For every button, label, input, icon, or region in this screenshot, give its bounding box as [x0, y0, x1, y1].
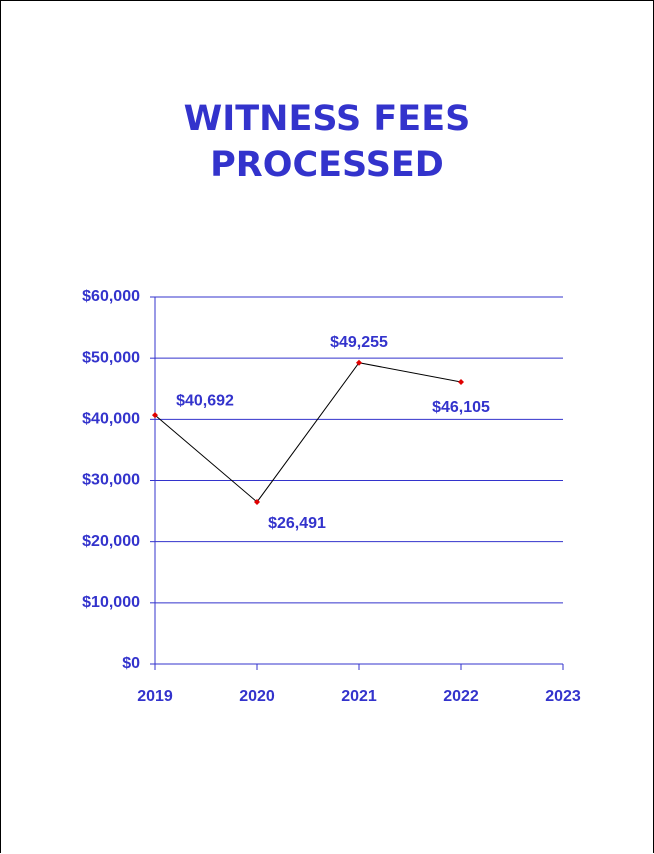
y-tick-label: $50,000 [82, 349, 140, 366]
y-tick-label: $10,000 [82, 594, 140, 611]
data-label: $26,491 [268, 515, 326, 532]
data-label: $49,255 [330, 334, 388, 351]
y-tick-label: $30,000 [82, 472, 140, 489]
x-tick-label: 2020 [239, 688, 275, 705]
x-tick-label: 2021 [341, 688, 377, 705]
chart-title: WITNESS FEES PROCESSED [183, 99, 471, 185]
data-line [154, 362, 462, 503]
data-point [254, 498, 260, 505]
y-tick-label: $60,000 [82, 288, 140, 305]
data-point [152, 412, 158, 419]
data-label: $40,692 [176, 392, 234, 409]
data-point [458, 378, 464, 385]
data-label: $46,105 [432, 399, 490, 416]
y-tick-label: $0 [122, 655, 140, 672]
x-tick-label: 2019 [137, 688, 173, 705]
x-tick-label: 2023 [545, 688, 581, 705]
y-tick-label: $20,000 [82, 533, 140, 550]
data-point [356, 359, 362, 366]
x-tick-label: 2022 [443, 688, 479, 705]
y-tick-label: $40,000 [82, 411, 140, 428]
